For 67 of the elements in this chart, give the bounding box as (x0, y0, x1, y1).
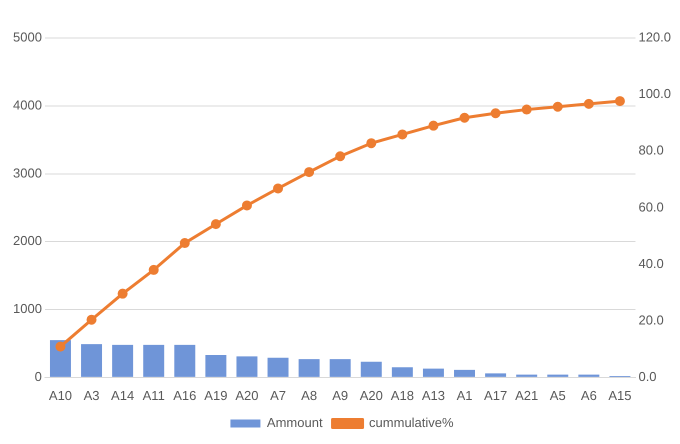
x-tick-label: A20 (235, 388, 259, 403)
y-tick-label: 0 (34, 368, 42, 384)
y-tick-label: 2000 (13, 233, 42, 248)
y2-tick-label: 120.0 (638, 30, 672, 45)
x-tick-label: A1 (456, 388, 472, 403)
point (86, 314, 97, 325)
point (335, 151, 346, 162)
bar (174, 344, 196, 377)
bar (360, 362, 382, 377)
x-tick-label: A16 (173, 388, 196, 403)
point (397, 129, 408, 140)
bar (454, 370, 476, 377)
point (584, 98, 594, 109)
bar (392, 367, 413, 377)
bar (112, 344, 134, 377)
y-tick-label: 3000 (13, 165, 42, 180)
x-tick-label: A19 (204, 388, 228, 403)
y2-tick-label: 40.0 (638, 256, 664, 271)
y2-tick-label: 60.0 (638, 199, 664, 214)
point (522, 104, 532, 115)
bar (485, 373, 506, 377)
point (118, 288, 128, 299)
x-tick-label: A7 (270, 388, 286, 403)
bar (143, 344, 164, 377)
x-tick-label: A15 (608, 388, 632, 403)
point (273, 183, 284, 194)
point (490, 108, 501, 118)
y2-tick-label: 0.0 (638, 368, 657, 384)
x-tick-label: A6 (580, 388, 597, 403)
x-tick-label: A17 (484, 388, 508, 403)
x-tick-label: A20 (360, 388, 383, 403)
point (366, 138, 376, 148)
point (210, 219, 221, 230)
x-tick-label: A14 (111, 388, 134, 403)
point (614, 96, 625, 106)
point (428, 120, 438, 131)
x-tick-label: A9 (332, 388, 348, 403)
y-tick-label: 1000 (13, 301, 42, 316)
point (242, 200, 252, 210)
point (304, 167, 314, 178)
legend-label: cummulative% (369, 415, 454, 430)
legend-label: Ammount (266, 415, 323, 430)
x-tick-label: A10 (48, 388, 72, 403)
bar (205, 355, 226, 377)
y-tick-label: 5000 (13, 30, 42, 45)
bar (236, 356, 258, 377)
point (552, 102, 563, 112)
bar (298, 359, 320, 377)
point (148, 264, 159, 275)
bar (268, 358, 289, 377)
bar (81, 344, 102, 377)
x-tick-label: A21 (515, 388, 538, 403)
bar (330, 359, 351, 377)
x-tick-label: A3 (84, 388, 100, 403)
point (180, 238, 190, 248)
x-tick-label: A5 (550, 388, 566, 403)
y2-tick-label: 80.0 (638, 142, 664, 158)
x-tick-label: A11 (142, 388, 165, 403)
y2-tick-label: 20.0 (638, 312, 664, 328)
point (460, 112, 470, 123)
x-tick-label: A13 (422, 388, 446, 403)
y2-tick-label: 100.0 (638, 86, 672, 102)
point (55, 342, 66, 352)
x-tick-label: A18 (390, 388, 414, 403)
bar (422, 368, 444, 377)
x-tick-label: A8 (301, 388, 318, 403)
y-tick-label: 4000 (13, 97, 42, 112)
